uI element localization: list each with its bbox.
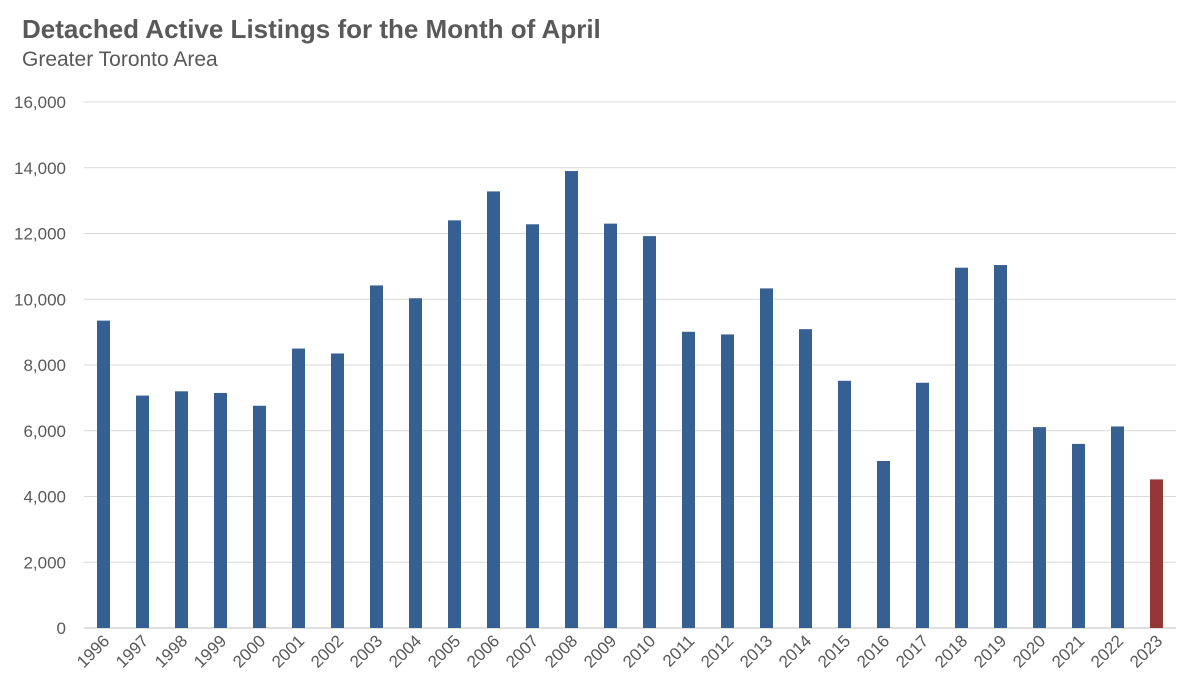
bar-1999 xyxy=(214,392,227,628)
y-tick-label: 6,000 xyxy=(23,422,66,441)
bar-2007 xyxy=(526,224,539,629)
bar-2013 xyxy=(760,288,773,628)
x-tick-label: 2013 xyxy=(736,631,776,671)
x-tick-label: 2009 xyxy=(580,631,620,671)
x-axis-tick-labels: 1996199719981999200020012002200320042005… xyxy=(73,631,1166,671)
x-tick-label: 2016 xyxy=(853,631,893,671)
bar-2014 xyxy=(799,329,812,628)
bar-2004 xyxy=(409,298,422,628)
x-tick-label: 2023 xyxy=(1126,631,1166,671)
y-tick-label: 10,000 xyxy=(14,290,66,309)
x-tick-label: 2003 xyxy=(346,631,386,671)
y-tick-label: 16,000 xyxy=(14,93,66,112)
x-tick-label: 2006 xyxy=(463,631,503,671)
chart-subtitle: Greater Toronto Area xyxy=(22,48,218,71)
x-tick-label: 2010 xyxy=(619,631,659,671)
x-tick-label: 2012 xyxy=(697,631,737,671)
bar-1997 xyxy=(136,395,149,628)
x-tick-label: 2000 xyxy=(229,631,269,671)
bar-2015 xyxy=(838,380,851,628)
bar-1996 xyxy=(97,320,110,628)
gridlines xyxy=(84,101,1176,629)
bar-2017 xyxy=(916,382,929,628)
x-tick-label: 2011 xyxy=(659,631,698,670)
x-tick-label: 2018 xyxy=(931,631,971,671)
x-tick-label: 2007 xyxy=(502,631,542,671)
bar-1998 xyxy=(175,391,188,628)
y-tick-label: 0 xyxy=(57,619,66,638)
bar-2003 xyxy=(370,285,383,628)
x-tick-label: 2019 xyxy=(970,631,1010,671)
x-tick-label: 2005 xyxy=(424,631,464,671)
y-tick-label: 12,000 xyxy=(14,225,66,244)
bar-2012 xyxy=(721,334,734,628)
x-tick-label: 2020 xyxy=(1009,631,1049,671)
bar-2018 xyxy=(955,267,968,628)
x-tick-label: 1996 xyxy=(73,631,113,671)
x-tick-label: 2022 xyxy=(1087,631,1127,671)
bar-2002 xyxy=(331,353,344,628)
bar-2010 xyxy=(643,236,656,628)
bar-2011 xyxy=(682,331,695,628)
x-tick-label: 2021 xyxy=(1048,631,1088,671)
x-tick-label: 2014 xyxy=(775,631,815,671)
x-tick-label: 2004 xyxy=(385,631,425,671)
bar-2001 xyxy=(292,348,305,628)
y-tick-label: 2,000 xyxy=(23,553,66,572)
y-tick-label: 14,000 xyxy=(14,159,66,178)
bar-2006 xyxy=(487,191,500,629)
y-tick-label: 8,000 xyxy=(23,356,66,375)
bar-2022 xyxy=(1111,426,1124,628)
y-tick-label: 4,000 xyxy=(23,488,66,507)
bar-2000 xyxy=(253,405,266,628)
x-tick-label: 2008 xyxy=(541,631,581,671)
x-tick-label: 1997 xyxy=(112,631,152,671)
bar-2020 xyxy=(1033,427,1046,628)
x-tick-label: 2001 xyxy=(268,631,308,671)
bar-2009 xyxy=(604,223,617,628)
bar-2008 xyxy=(565,171,578,628)
x-tick-label: 2002 xyxy=(307,631,347,671)
chart-title: Detached Active Listings for the Month o… xyxy=(22,14,601,44)
x-tick-label: 1999 xyxy=(190,631,230,671)
bar-2019 xyxy=(994,265,1007,628)
y-axis-tick-labels: 0 2,000 4,000 6,000 8,000 10,000 12,000 14,000 1… xyxy=(14,93,66,638)
bar-2016 xyxy=(877,460,890,628)
bar-2023 xyxy=(1150,479,1163,628)
x-tick-label: 1998 xyxy=(151,631,191,671)
bar-2021 xyxy=(1072,443,1085,628)
bars xyxy=(97,171,1163,629)
x-tick-label: 2017 xyxy=(892,631,932,671)
x-tick-label: 2015 xyxy=(814,631,854,671)
bar-2005 xyxy=(448,220,461,628)
